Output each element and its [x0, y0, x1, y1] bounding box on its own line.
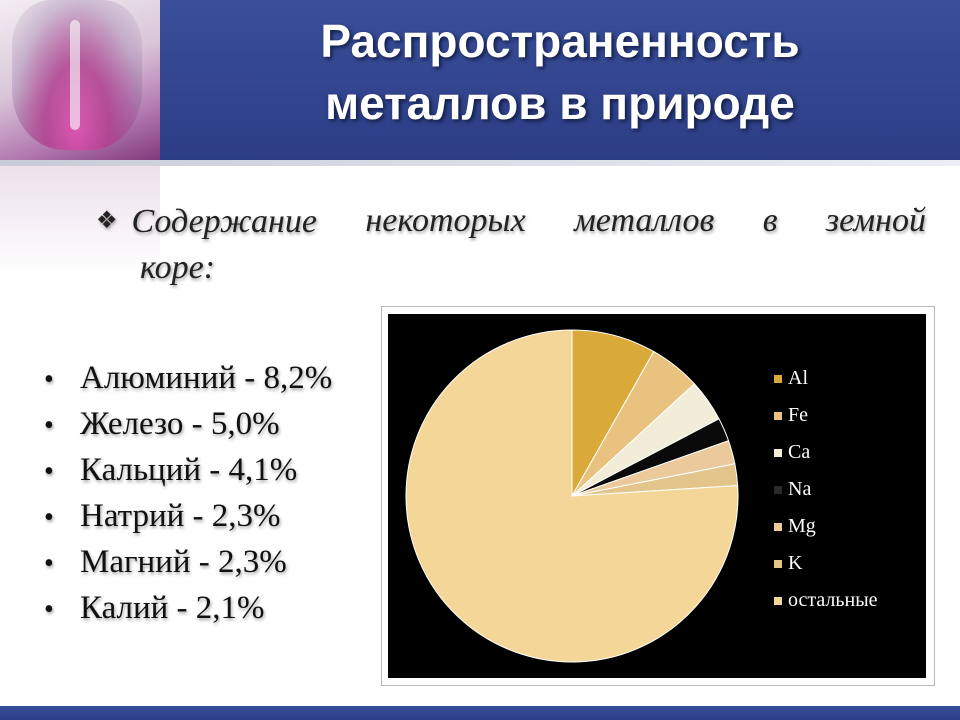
- bullet-dot-icon: •: [44, 502, 54, 533]
- legend-swatch-2: [774, 449, 782, 457]
- metal-label: Калий - 2,1%: [80, 590, 265, 626]
- flask-shine: [70, 20, 80, 130]
- diamond-bullet-icon: ❖: [96, 208, 118, 234]
- slide-title: Распространенность металлов в природе: [160, 10, 960, 134]
- list-item: • Калий - 2,1%: [44, 586, 332, 632]
- list-item: • Натрий - 2,3%: [44, 494, 332, 540]
- legend-label-0: Al: [788, 367, 808, 389]
- header-divider: [0, 160, 960, 166]
- bullet-dot-icon: •: [44, 410, 54, 441]
- list-item: • Алюминий - 8,2%: [44, 356, 332, 402]
- subtitle: ❖ Содержание некоторых металлов в земной …: [96, 198, 926, 291]
- slide-title-line-1: Распространенность: [320, 15, 800, 67]
- metal-label: Алюминий - 8,2%: [80, 360, 333, 396]
- legend-swatch-0: [774, 375, 782, 383]
- bullet-dot-icon: •: [44, 456, 54, 487]
- legend-label-2: Ca: [788, 441, 810, 463]
- metal-label: Кальций - 4,1%: [80, 452, 298, 488]
- metal-label: Железо - 5,0%: [80, 406, 280, 442]
- pie-slice-6: [405, 329, 739, 663]
- subtitle-word: Содержание: [131, 203, 317, 240]
- list-item: • Кальций - 4,1%: [44, 448, 332, 494]
- bullet-dot-icon: •: [44, 364, 54, 395]
- legend-label-1: Fe: [788, 404, 808, 426]
- title-bar: [0, 0, 960, 160]
- subtitle-first-word: ❖ Содержание: [96, 198, 317, 245]
- legend-label-5: K: [788, 552, 803, 574]
- metal-list: • Алюминий - 8,2% • Железо - 5,0% • Кальций…: [44, 356, 332, 632]
- subtitle-word: металлов: [574, 202, 715, 239]
- legend-swatch-3: [774, 486, 782, 494]
- legend-swatch-5: [774, 560, 782, 568]
- list-item: • Магний - 2,3%: [44, 540, 332, 586]
- pie-slices: [405, 329, 739, 663]
- subtitle-line-2: коре:: [140, 249, 216, 286]
- legend-swatch-1: [774, 412, 782, 420]
- legend-label-3: Na: [788, 478, 811, 500]
- metal-label: Магний - 2,3%: [80, 544, 287, 580]
- bullet-dot-icon: •: [44, 594, 54, 625]
- flask-reflection: [0, 166, 160, 276]
- list-item: • Железо - 5,0%: [44, 402, 332, 448]
- legend-swatch-6: [774, 597, 782, 605]
- subtitle-word: земной: [825, 202, 926, 239]
- legend-swatch-4: [774, 523, 782, 531]
- subtitle-word: в: [762, 202, 778, 239]
- subtitle-line-1: ❖ Содержание некоторых металлов в земной: [96, 198, 926, 245]
- bullet-dot-icon: •: [44, 548, 54, 579]
- flask-image: [0, 0, 160, 160]
- metal-label: Натрий - 2,3%: [80, 498, 281, 534]
- legend-label-4: Mg: [788, 515, 816, 537]
- legend-label-6: остальные: [788, 589, 878, 611]
- subtitle-word: некоторых: [365, 202, 526, 239]
- footer-bar: [0, 706, 960, 720]
- slide-title-line-2: металлов в природе: [325, 77, 795, 129]
